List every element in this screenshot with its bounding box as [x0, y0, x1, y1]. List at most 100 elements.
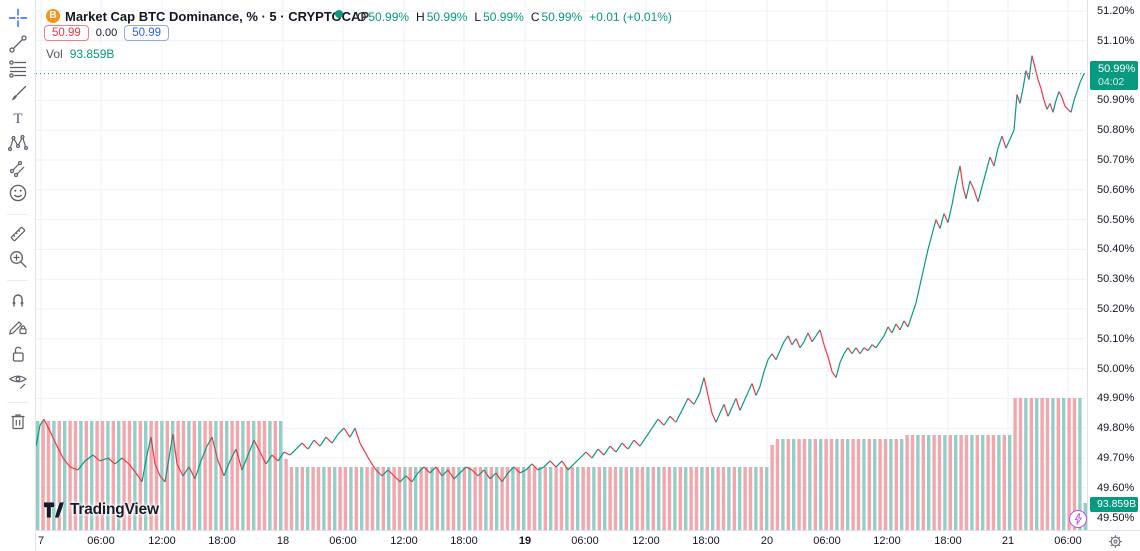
emoji-tool[interactable]: [5, 180, 30, 205]
axis-settings-gear-icon[interactable]: [1108, 534, 1123, 549]
volume-bar: [975, 435, 979, 530]
volume-bar: [694, 467, 699, 530]
time-tick-label: 20: [760, 535, 774, 547]
price-segment: [429, 466, 437, 474]
price-segment: [405, 475, 413, 483]
xabcd-pattern-tool[interactable]: [5, 130, 30, 155]
price-segment: [549, 460, 557, 468]
volume-bar: [176, 421, 180, 530]
price-segment: [200, 445, 208, 462]
volume-bar: [257, 421, 261, 530]
trend-line-tool[interactable]: [5, 31, 30, 56]
price-segment: [887, 326, 893, 334]
tradingview-logo-icon: [44, 502, 64, 518]
volume-bar: [900, 439, 904, 530]
volume-bar: [700, 467, 704, 530]
price-segment: [609, 445, 617, 453]
volume-bar: [500, 467, 504, 530]
price-segment: [411, 472, 419, 483]
price-segment: [739, 401, 745, 411]
price-segment: [1037, 79, 1042, 89]
volume-bar: [246, 421, 250, 530]
time-axis[interactable]: 7 06:00 12:00 18:00 18 06:00 12:00 18:00 19 06:00…: [0, 530, 1140, 551]
price-segment: [591, 448, 599, 459]
price-segment: [907, 314, 913, 328]
price-segment: [997, 135, 1003, 149]
volume-bar: [262, 421, 267, 530]
volume-bar: [311, 467, 315, 530]
price-segment: [775, 350, 781, 360]
price-segment: [763, 359, 769, 372]
volume-legend: Vol 93.859B: [46, 47, 114, 61]
symbol-title[interactable]: Market Cap BTC Dominance, % · 5 · CRYPTO…: [65, 9, 370, 24]
price-segment: [751, 383, 757, 396]
volume-bar: [851, 439, 855, 530]
measure-ruler-tool[interactable]: [5, 221, 30, 246]
price-segment: [465, 466, 473, 471]
lock-all-drawings-tool[interactable]: [5, 341, 30, 366]
price-segment: [703, 377, 709, 396]
price-segment: [851, 347, 857, 355]
price-segment: [501, 472, 509, 483]
market-status-icon[interactable]: [335, 10, 343, 18]
price-tick-label: 50.40%: [1097, 243, 1135, 256]
price-segment: [69, 466, 79, 471]
crosshair-tool[interactable]: [5, 5, 30, 30]
volume-bar: [68, 421, 72, 530]
volume-bar: [1072, 398, 1077, 530]
price-segment: [935, 219, 941, 229]
brush-tool[interactable]: [5, 81, 30, 106]
volume-bar: [824, 439, 828, 530]
volume-bar: [970, 435, 974, 530]
price-segment: [871, 344, 877, 349]
boost-button[interactable]: [1069, 510, 1087, 528]
price-segment: [827, 356, 833, 372]
volume-bar: [802, 439, 807, 530]
remove-all-drawings-tool[interactable]: [5, 408, 30, 433]
price-segment: [325, 436, 333, 444]
volume-bar: [743, 467, 747, 530]
magnet-tool[interactable]: [5, 286, 30, 311]
crosshair-icon: [8, 8, 27, 27]
text-tool[interactable]: T: [5, 105, 30, 130]
price-segment: [337, 427, 345, 435]
price-segment: [247, 439, 255, 456]
drawing-lock-tool[interactable]: [5, 313, 30, 338]
zoom-in-tool[interactable]: [5, 246, 30, 271]
text-icon: T: [13, 111, 22, 127]
volume-bar: [84, 421, 88, 530]
volume-bar: [624, 467, 628, 530]
price-axis[interactable]: 49.50% 49.60% 49.70% 49.80% 49.90% 50.00% 50.1…: [1087, 0, 1140, 530]
fib-retracement-tool[interactable]: [5, 56, 30, 81]
volume-bar: [187, 421, 191, 530]
volume-bar: [927, 435, 931, 530]
price-segment: [519, 469, 527, 474]
price-segment: [755, 386, 761, 396]
tradingview-logo[interactable]: TradingView: [44, 501, 159, 519]
volume-bar: [95, 421, 99, 530]
price-segment: [319, 436, 327, 447]
volume-bar: [268, 421, 272, 530]
price-chart-canvas[interactable]: [0, 0, 1140, 530]
price-segment: [973, 189, 979, 202]
time-tick-label: 21: [1001, 535, 1015, 547]
tradingview-logo-text: TradingView: [70, 501, 159, 518]
volume-bar: [516, 467, 520, 530]
volume-bar: [149, 421, 153, 530]
hide-all-drawings-tool[interactable]: [5, 368, 30, 393]
volume-value: 93.859B: [69, 47, 115, 61]
buy-price-button[interactable]: 50.99: [124, 25, 169, 41]
price-segment: [393, 475, 401, 483]
price-segment: [855, 347, 861, 355]
volume-bar: [441, 467, 445, 530]
sell-price-button[interactable]: 50.99: [44, 25, 89, 41]
price-segment: [1055, 91, 1060, 101]
price-segment: [537, 466, 545, 471]
price-tick-label: 50.90%: [1097, 94, 1135, 107]
price-segment: [895, 323, 901, 331]
projection-tool[interactable]: [5, 155, 30, 180]
price-segment: [1052, 100, 1057, 113]
volume-bar: [603, 467, 607, 530]
volume-bar: [592, 467, 596, 530]
volume-bar: [387, 467, 391, 530]
